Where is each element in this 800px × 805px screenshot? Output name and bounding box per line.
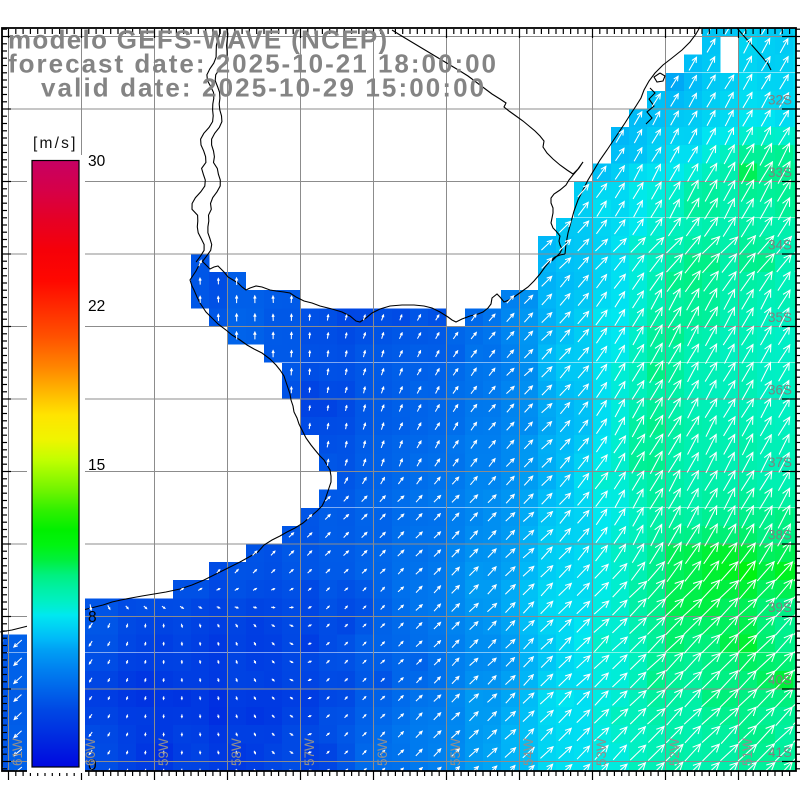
svg-text:54W: 54W xyxy=(521,738,536,766)
svg-text:40S: 40S xyxy=(768,673,792,688)
svg-text:[m/s]: [m/s] xyxy=(33,135,78,152)
svg-text:34S: 34S xyxy=(768,238,792,253)
svg-text:52W: 52W xyxy=(667,738,682,766)
svg-text:32S: 32S xyxy=(768,93,792,108)
svg-text:30: 30 xyxy=(88,153,106,170)
svg-text:53W: 53W xyxy=(594,738,609,766)
svg-text:59W: 59W xyxy=(156,738,171,766)
svg-text:35S: 35S xyxy=(768,310,792,325)
svg-text:8: 8 xyxy=(88,609,97,626)
svg-text:56W: 56W xyxy=(375,738,390,766)
svg-text:55W: 55W xyxy=(448,738,463,766)
svg-text:forecast date: 2025-10-21 18:0: forecast date: 2025-10-21 18:00:00 xyxy=(8,49,498,79)
svg-text:15: 15 xyxy=(88,457,105,474)
svg-text:39S: 39S xyxy=(768,600,792,615)
svg-text:valid date: 2025-10-29 15:00:0: valid date: 2025-10-29 15:00:00 xyxy=(41,73,486,103)
svg-text:36S: 36S xyxy=(768,383,792,398)
svg-text:38S: 38S xyxy=(768,528,792,543)
svg-text:33S: 33S xyxy=(768,165,792,180)
svg-text:61W: 61W xyxy=(10,738,25,766)
svg-text:0: 0 xyxy=(88,757,97,774)
svg-text:modelo GEFS-WAVE (NCEP): modelo GEFS-WAVE (NCEP) xyxy=(8,25,388,55)
svg-text:58W: 58W xyxy=(229,738,244,766)
svg-text:22: 22 xyxy=(88,298,105,315)
svg-text:41S: 41S xyxy=(768,745,792,760)
svg-text:51W: 51W xyxy=(740,738,755,766)
svg-text:60W: 60W xyxy=(83,738,98,766)
svg-text:37S: 37S xyxy=(768,455,792,470)
svg-text:57W: 57W xyxy=(302,738,317,766)
